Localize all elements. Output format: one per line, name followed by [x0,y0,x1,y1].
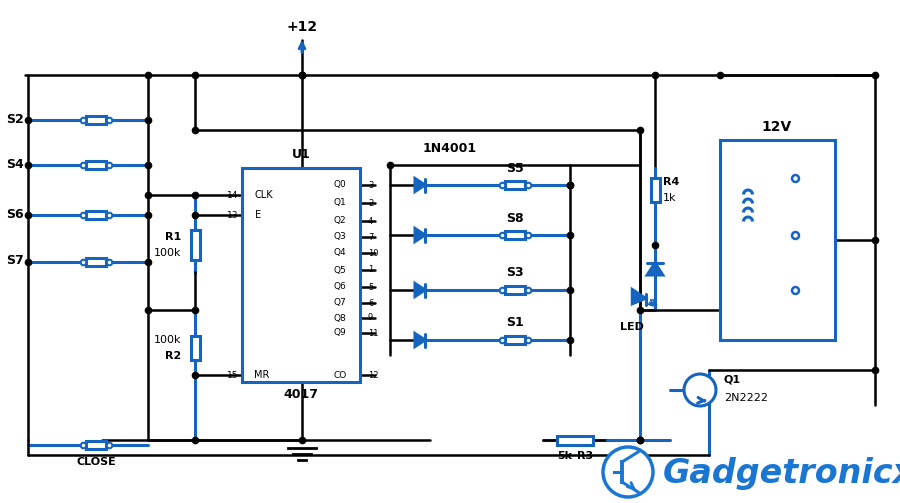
Bar [720,140,835,340]
Polygon shape [415,333,425,347]
Text: 11: 11 [368,328,379,338]
Polygon shape [415,284,425,296]
Bar [505,336,525,344]
Text: U1: U1 [292,148,310,161]
Text: Q2: Q2 [334,216,346,225]
Text: 12V: 12V [762,120,792,134]
Text: 4: 4 [368,216,373,225]
Text: 2N2222: 2N2222 [724,393,768,403]
Circle shape [684,374,716,406]
Text: E: E [255,210,261,220]
Text: 10: 10 [368,248,379,258]
Bar [86,116,106,124]
Text: 9: 9 [368,313,373,322]
Text: 100k: 100k [154,248,181,258]
Text: 1: 1 [368,266,373,275]
Bar [505,286,525,294]
Text: Q5: Q5 [334,266,346,275]
Bar [86,161,106,169]
Text: S5: S5 [506,161,524,175]
Text: Q8: Q8 [334,313,346,322]
Polygon shape [647,263,662,275]
Text: Q7: Q7 [334,298,346,307]
Text: R3: R3 [577,451,593,461]
Bar [505,181,525,189]
Text: R4: R4 [663,177,680,187]
Text: S2: S2 [6,113,24,126]
Text: R2: R2 [165,351,181,361]
Text: Q1: Q1 [334,199,346,208]
Bar [191,230,200,260]
Text: 6: 6 [368,298,373,307]
Text: CLOSE: CLOSE [76,457,116,467]
Bar [191,336,200,360]
Text: 3: 3 [368,181,373,190]
Text: LED: LED [620,322,643,332]
Bar [86,441,106,449]
Text: Q4: Q4 [334,248,346,258]
Text: 2: 2 [368,199,373,208]
Polygon shape [415,179,425,192]
Text: 15: 15 [227,371,238,379]
Text: 1N4001: 1N4001 [423,141,477,154]
Text: S7: S7 [6,255,24,268]
Text: CLK: CLK [255,190,274,200]
Text: MR: MR [255,370,270,380]
Text: Q9: Q9 [334,328,346,338]
Text: 13: 13 [227,210,238,219]
Text: 5: 5 [368,283,373,292]
Bar [86,258,106,266]
Text: Q0: Q0 [334,181,346,190]
Text: 12: 12 [368,371,379,379]
Text: R1: R1 [165,232,181,242]
Text: 4017: 4017 [284,387,319,400]
Text: 1k: 1k [663,193,677,203]
Text: Gadgetronicx: Gadgetronicx [663,458,900,490]
Bar [651,178,660,202]
Text: 100k: 100k [154,335,181,345]
Polygon shape [415,228,425,241]
Text: CO: CO [333,371,346,379]
Text: S6: S6 [6,208,24,220]
Text: +12: +12 [286,20,318,34]
Text: 7: 7 [368,232,373,241]
Bar [505,231,525,239]
Circle shape [603,447,653,497]
Bar [86,211,106,219]
Text: Q6: Q6 [334,283,346,292]
Text: S1: S1 [506,316,524,329]
Polygon shape [633,290,645,304]
Text: S3: S3 [506,267,524,280]
Text: 14: 14 [227,191,238,200]
Text: 5k: 5k [557,451,572,461]
Bar [242,168,360,382]
Text: Q3: Q3 [334,232,346,241]
Text: S8: S8 [506,211,524,224]
Text: S4: S4 [6,157,24,171]
Text: Q1: Q1 [724,375,741,385]
Bar [557,436,593,445]
